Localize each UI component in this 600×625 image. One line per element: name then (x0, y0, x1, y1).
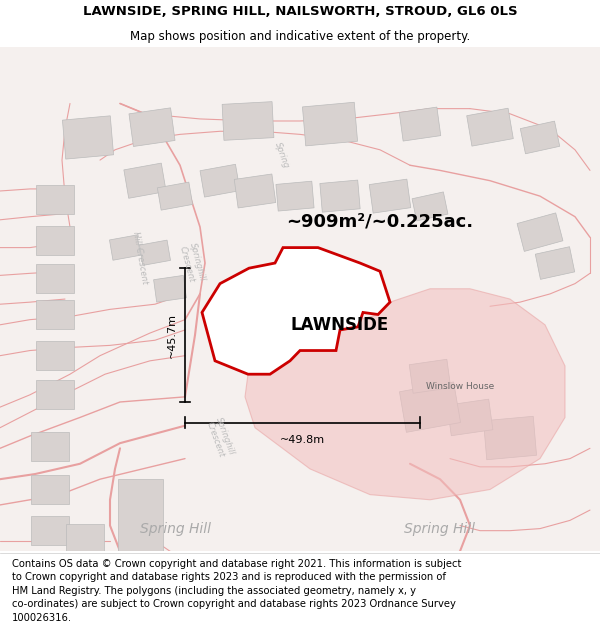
Bar (484, 416, 536, 460)
Bar (412, 192, 448, 221)
Bar (467, 108, 513, 146)
Bar (447, 399, 493, 436)
Text: Winslow House: Winslow House (426, 382, 494, 391)
Text: Spring Hill: Spring Hill (404, 522, 476, 536)
Bar (222, 102, 274, 141)
Bar (400, 382, 461, 432)
Bar (129, 108, 175, 146)
Text: Contains OS data © Crown copyright and database right 2021. This information is : Contains OS data © Crown copyright and d… (12, 559, 461, 623)
Text: LAWNSIDE: LAWNSIDE (291, 316, 389, 334)
Bar (62, 116, 113, 159)
Bar (31, 475, 69, 504)
Polygon shape (202, 248, 565, 500)
Bar (520, 121, 560, 154)
Bar (409, 359, 451, 393)
Text: LAWNSIDE, SPRING HILL, NAILSWORTH, STROUD, GL6 0LS: LAWNSIDE, SPRING HILL, NAILSWORTH, STROU… (83, 5, 517, 18)
Bar (148, 558, 193, 586)
Bar (276, 181, 314, 211)
Bar (157, 182, 193, 210)
Bar (36, 300, 74, 329)
Bar (36, 381, 74, 409)
Bar (399, 107, 441, 141)
Bar (36, 264, 74, 293)
Bar (109, 235, 140, 260)
Bar (31, 516, 69, 545)
Bar (118, 479, 163, 561)
Bar (36, 226, 74, 255)
Bar (154, 276, 187, 302)
Bar (517, 213, 563, 251)
Bar (66, 524, 104, 553)
Text: ~909m²/~0.225ac.: ~909m²/~0.225ac. (286, 213, 473, 231)
Bar (124, 163, 166, 198)
Bar (369, 179, 411, 213)
Bar (200, 164, 240, 197)
Bar (36, 341, 74, 370)
Text: Springhill
Crescent: Springhill Crescent (178, 241, 206, 284)
Polygon shape (202, 248, 390, 374)
Text: Springhill
Crescent: Springhill Crescent (204, 416, 236, 460)
Text: Hill Crescent: Hill Crescent (131, 231, 149, 285)
Text: ~45.7m: ~45.7m (167, 312, 177, 358)
Bar (234, 174, 276, 208)
Bar (36, 185, 74, 214)
Bar (31, 432, 69, 461)
Text: Spring Hill: Spring Hill (139, 522, 211, 536)
Text: ~49.8m: ~49.8m (280, 435, 325, 445)
Bar (302, 102, 358, 146)
Bar (535, 247, 575, 279)
Text: Map shows position and indicative extent of the property.: Map shows position and indicative extent… (130, 30, 470, 43)
Text: Spring: Spring (273, 141, 291, 169)
Bar (139, 240, 170, 266)
Bar (320, 180, 360, 213)
